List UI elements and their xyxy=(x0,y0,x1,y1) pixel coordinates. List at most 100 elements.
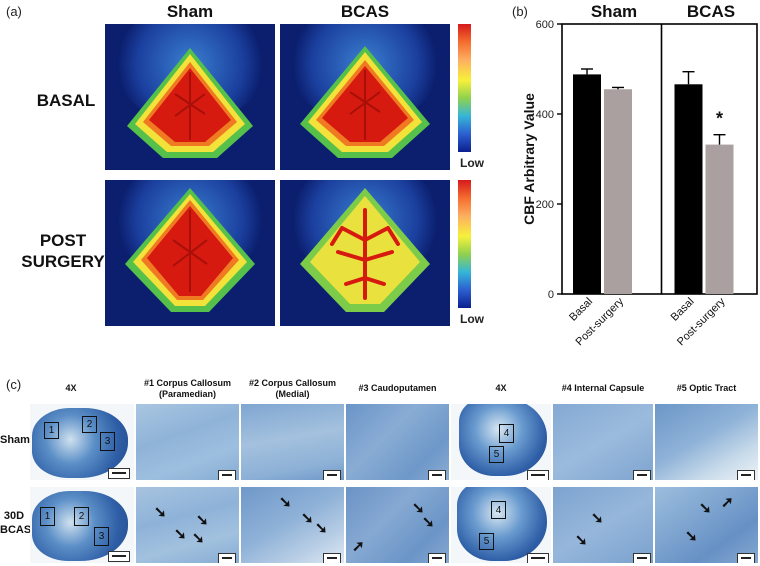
col-label-sham: Sham xyxy=(166,2,214,21)
bar-bcas-post-surgery xyxy=(705,144,734,294)
arrow-icon: ➘ xyxy=(315,520,328,537)
arrow-icon: ➘ xyxy=(192,530,205,547)
col-title-line: (Medial) xyxy=(275,389,310,399)
y-axis-label: CBF Arbitrary Value xyxy=(521,93,537,225)
col-title-4x-right: 4X xyxy=(451,383,551,394)
scale-bar xyxy=(218,553,236,563)
micrograph-cc-medial-sham xyxy=(241,404,344,480)
row-label-post-text: POST xyxy=(39,231,87,250)
col-label-bcas: BCAS xyxy=(340,2,390,21)
micrograph-4x-sham-left: 1 2 3 xyxy=(30,404,134,480)
col-title-4x-left: 4X xyxy=(8,383,134,394)
roi-label: 2 xyxy=(78,511,85,522)
roi-box: 4 xyxy=(499,424,514,443)
row-label-line: BCAS xyxy=(0,524,32,536)
scale-bar xyxy=(323,470,341,480)
row-label-surgery-text: SURGERY xyxy=(21,252,105,271)
roi-box: 5 xyxy=(479,533,494,550)
roi-label: 3 xyxy=(98,531,105,542)
row-label-post-surgery: POST SURGERY xyxy=(20,230,106,272)
micrograph-4x-bcas-left: 1 2 3 xyxy=(30,487,134,563)
bar-bcas-basal xyxy=(674,84,703,294)
scale-bar xyxy=(527,470,549,480)
col-title-line: 4X xyxy=(65,383,77,393)
micrograph-cc-paramedian-bcas: ➘ ➘ ➘ ➘ xyxy=(136,487,239,563)
bar-sham-post-surgery xyxy=(604,89,632,294)
roi-box: 3 xyxy=(94,527,109,546)
roi-label: 5 xyxy=(493,449,500,460)
colorbar-low-label-basal: Low xyxy=(460,156,484,170)
roi-label: 4 xyxy=(503,428,510,439)
scale-bar xyxy=(108,468,130,479)
y-tick-label: 600 xyxy=(536,20,554,31)
arrow-icon: ➘ xyxy=(154,504,167,521)
arrow-icon: ➘ xyxy=(699,500,712,517)
scale-bar xyxy=(218,470,236,480)
col-title-corpus-callosum-medial: #2 Corpus Callosum (Medial) xyxy=(241,378,344,400)
perfusion-scan-sham-basal xyxy=(105,24,275,170)
col-title-line: #5 Optic Tract xyxy=(676,383,737,393)
perfusion-scan-bcas-post xyxy=(280,180,450,326)
col-title-line: (Paramedian) xyxy=(158,389,217,399)
col-title-line: #1 Corpus Callosum xyxy=(143,378,232,388)
arrow-icon: ➘ xyxy=(422,514,435,531)
row-label-basal: BASAL xyxy=(26,90,106,111)
roi-box: 4 xyxy=(491,501,506,519)
arrow-icon: ➘ xyxy=(174,526,187,543)
col-title-line: #2 Corpus Callosum xyxy=(248,378,337,388)
roi-box: 1 xyxy=(40,507,55,526)
roi-label: 5 xyxy=(483,536,490,547)
scale-bar xyxy=(428,553,446,563)
micrograph-cc-medial-bcas: ➘ ➘ ➘ xyxy=(241,487,344,563)
arrow-icon: ➘ xyxy=(279,494,292,511)
category-label: Basal xyxy=(567,296,595,324)
roi-label: 1 xyxy=(44,511,51,522)
category-label: Basal xyxy=(669,296,697,324)
arrow-icon: ➚ xyxy=(721,494,734,511)
micrograph-cc-paramedian-sham xyxy=(136,404,239,480)
scale-bar xyxy=(428,470,446,480)
roi-label: 1 xyxy=(48,425,55,436)
y-tick-label: 0 xyxy=(548,289,554,301)
roi-box: 3 xyxy=(100,432,115,451)
arrow-icon: ➘ xyxy=(685,528,698,545)
roi-box: 2 xyxy=(82,416,97,433)
panel-b-letter: (b) xyxy=(512,4,528,19)
bar-sham-basal xyxy=(573,74,601,295)
arrow-icon: ➘ xyxy=(591,510,604,527)
panel-c-letter: (c) xyxy=(6,377,22,392)
group-label-bcas: BCAS xyxy=(686,2,736,21)
roi-box: 5 xyxy=(489,446,504,463)
row-label-sham-c: Sham xyxy=(0,433,30,447)
micrograph-optic-tract-sham xyxy=(655,404,758,480)
scale-bar xyxy=(633,553,651,563)
scale-bar xyxy=(633,470,651,480)
row-label-line: 30D xyxy=(3,510,25,522)
colorbar-low-label-post: Low xyxy=(460,312,484,326)
scale-bar xyxy=(527,553,549,563)
roi-label: 4 xyxy=(495,504,502,516)
row-label-30d-bcas: 30D BCAS xyxy=(0,509,32,537)
micrograph-4x-sham-right: 4 5 xyxy=(451,404,551,480)
micrograph-caudoputamen-sham xyxy=(346,404,449,480)
perfusion-scan-sham-post xyxy=(105,180,275,326)
col-title-corpus-callosum-paramedian: #1 Corpus Callosum (Paramedian) xyxy=(136,378,239,400)
arrow-icon: ➘ xyxy=(301,510,314,527)
micrograph-internal-capsule-sham xyxy=(553,404,653,480)
arrow-icon: ➘ xyxy=(412,500,425,517)
colorbar-basal xyxy=(458,24,471,152)
col-title-caudoputamen: #3 Caudoputamen xyxy=(346,383,449,394)
plot-frame xyxy=(561,23,758,295)
micrograph-optic-tract-bcas: ➘ ➚ ➘ xyxy=(655,487,758,563)
col-title-optic-tract: #5 Optic Tract xyxy=(655,383,758,394)
micrograph-caudoputamen-bcas: ➘ ➘ ➚ xyxy=(346,487,449,563)
scale-bar xyxy=(108,551,130,562)
arrow-icon: ➘ xyxy=(196,512,209,529)
scale-bar xyxy=(737,470,755,480)
col-title-line: 4X xyxy=(495,383,507,393)
roi-box: 1 xyxy=(44,422,59,439)
row-label-line: Sham xyxy=(0,434,30,446)
arrow-icon: ➚ xyxy=(352,538,365,555)
col-title-line: #3 Caudoputamen xyxy=(358,383,437,393)
